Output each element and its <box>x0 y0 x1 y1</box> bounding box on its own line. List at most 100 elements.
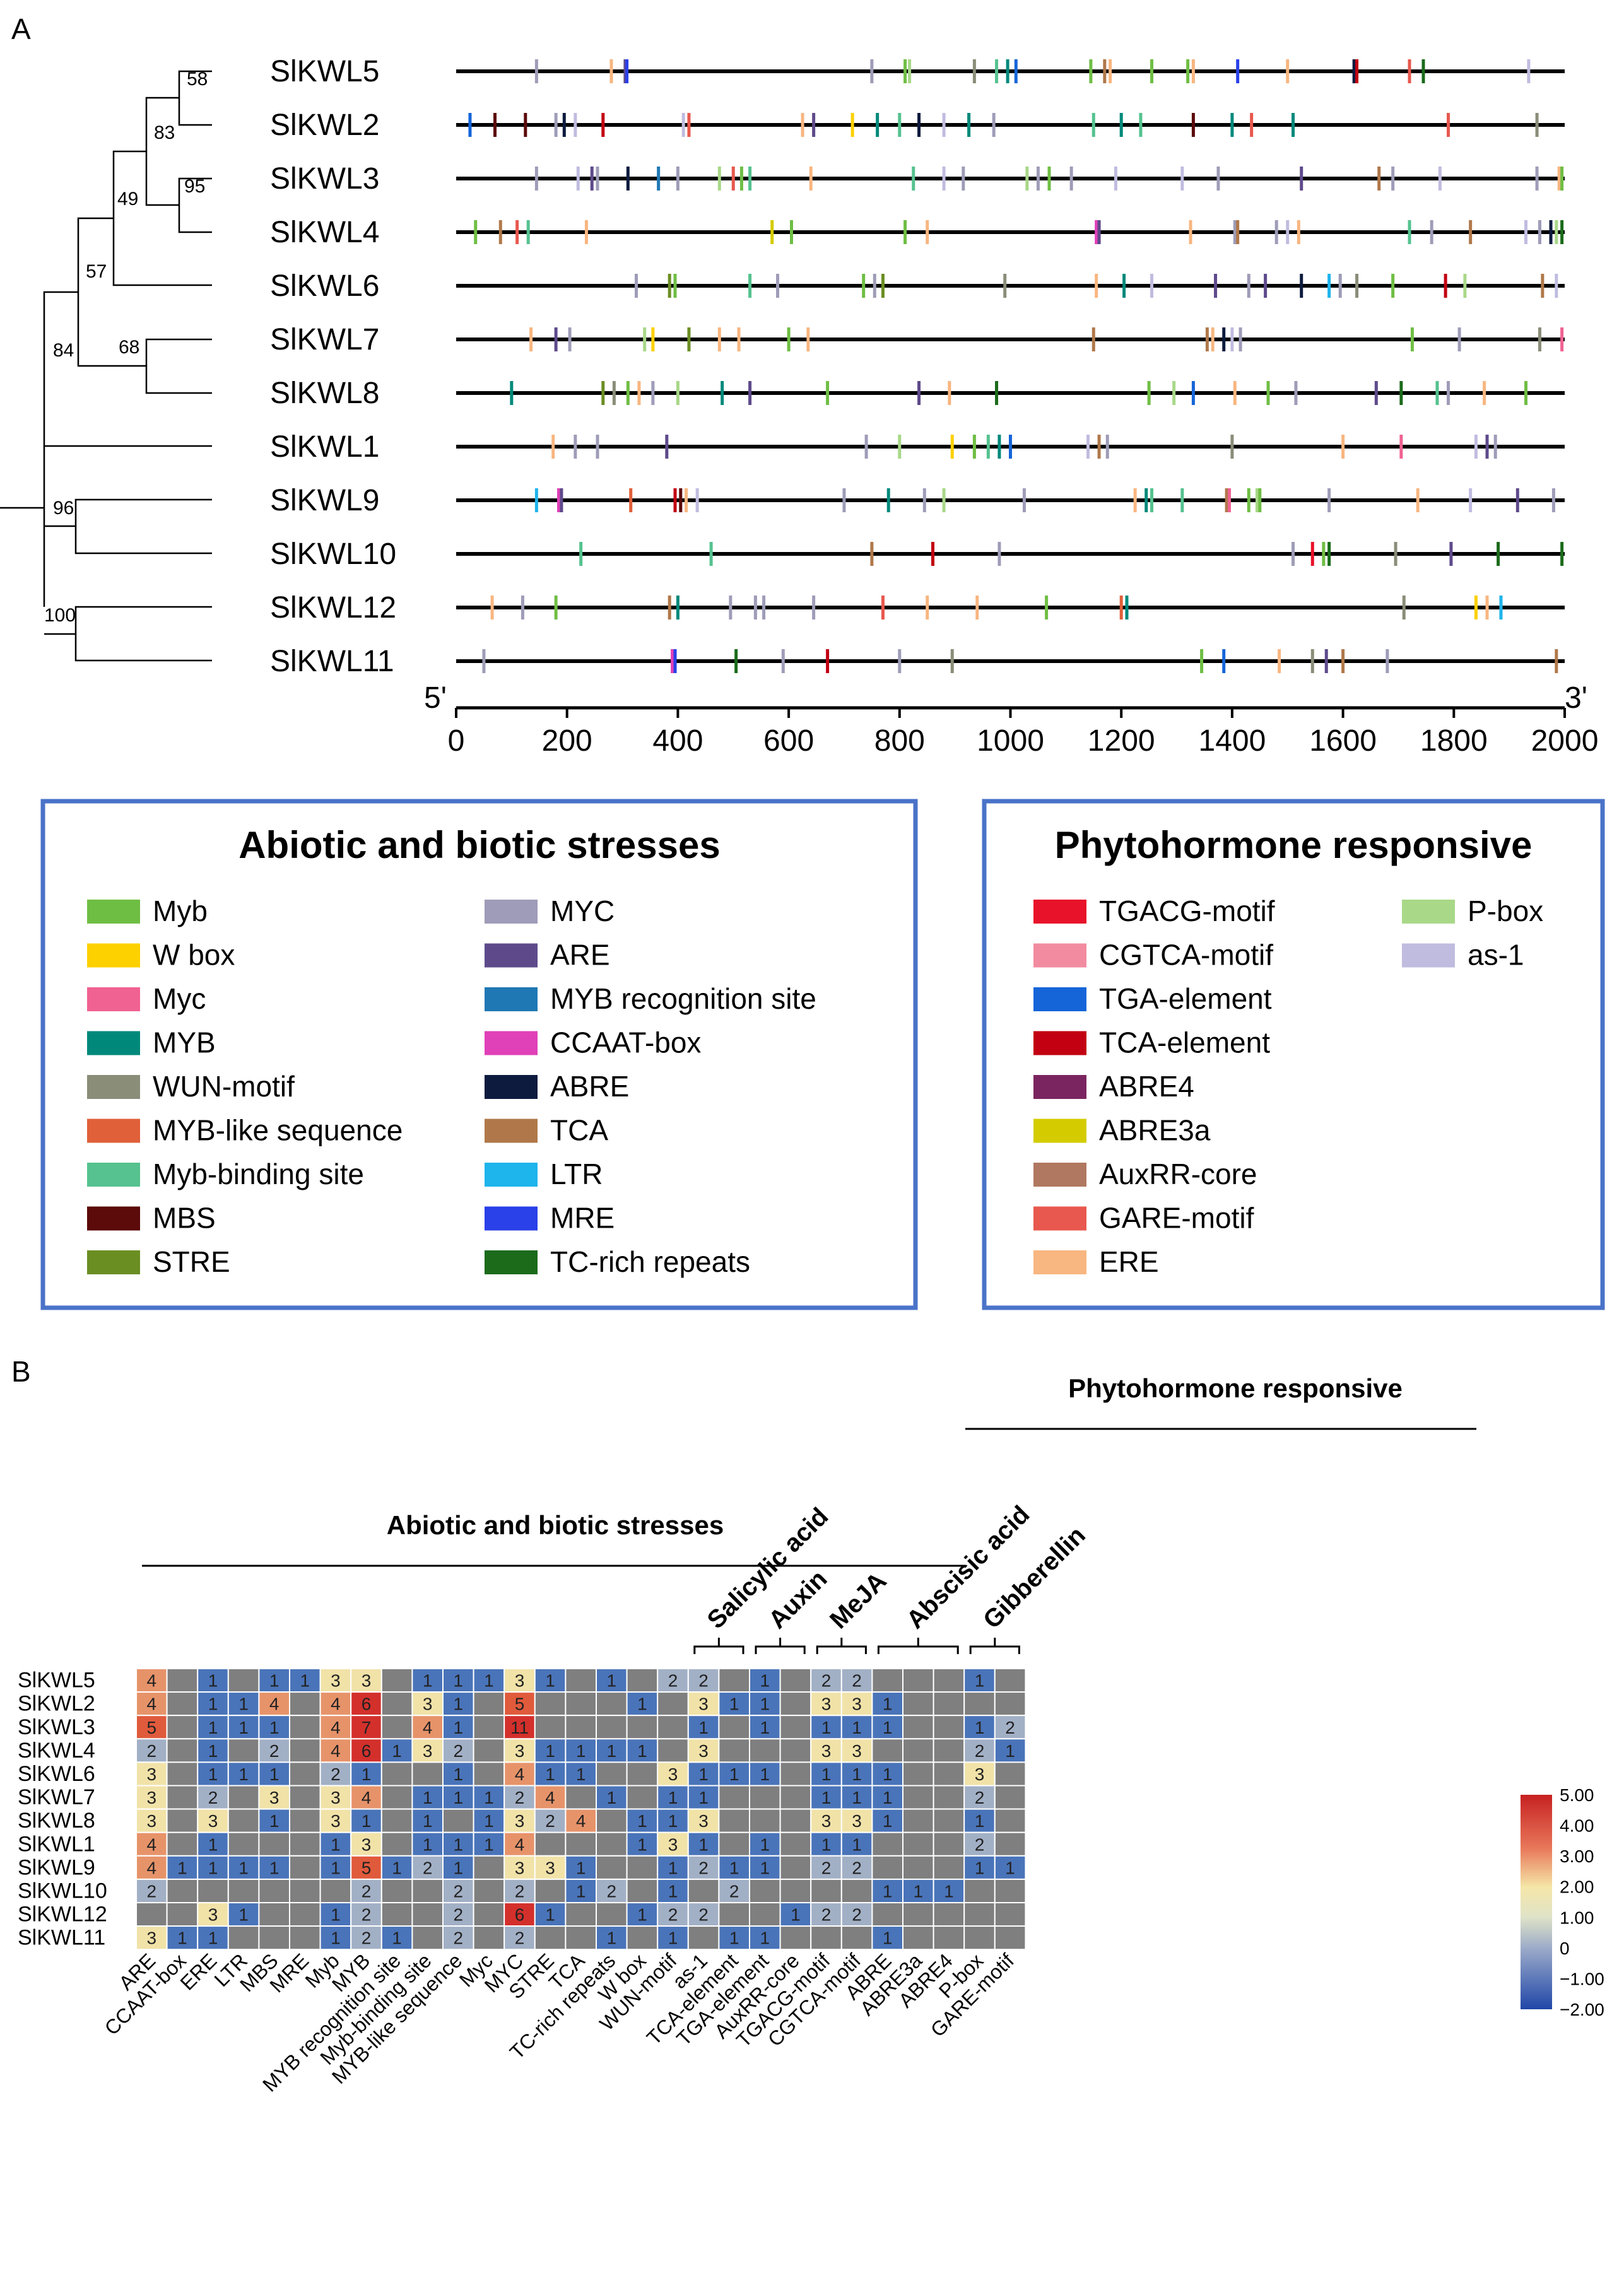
element-mark <box>1438 167 1442 191</box>
element-mark <box>687 113 691 137</box>
heatmap-cell <box>626 1715 659 1740</box>
legend-swatch <box>485 1075 538 1099</box>
element-mark <box>709 542 713 566</box>
heatmap-cell <box>933 1715 965 1740</box>
heatmap-cell <box>933 1902 965 1927</box>
color-scale-label: 4.00 <box>1560 1816 1594 1836</box>
heatmap-cell-value: 1 <box>269 1811 279 1831</box>
element-mark <box>922 488 926 512</box>
element-mark <box>1300 167 1303 191</box>
element-mark <box>1483 381 1486 405</box>
heatmap-cell <box>963 1761 996 1787</box>
heatmap-cell <box>902 1855 934 1880</box>
heatmap-cell <box>227 1668 260 1693</box>
element-mark <box>972 435 976 459</box>
heatmap-cell <box>289 1925 321 1951</box>
heatmap-cell <box>687 1808 720 1833</box>
heatmap-cell-value: 1 <box>208 1741 218 1761</box>
heatmap-cell-value: 1 <box>607 1741 617 1761</box>
heatmap-cell-value: 2 <box>852 1905 862 1925</box>
heatmap-cell <box>902 1785 934 1810</box>
element-mark <box>881 596 885 619</box>
element-mark <box>748 274 752 298</box>
element-mark <box>1555 649 1558 673</box>
heatmap-cell-value: 1 <box>883 1764 893 1784</box>
element-mark <box>1560 220 1564 244</box>
heatmap-cell-value: 1 <box>668 1858 678 1877</box>
heatmap-cell <box>718 1715 751 1740</box>
element-mark <box>903 59 907 83</box>
element-mark <box>584 220 588 244</box>
element-mark <box>812 113 816 137</box>
heatmap-cell <box>963 1902 996 1927</box>
legend-label: as-1 <box>1468 939 1524 972</box>
element-mark <box>717 327 721 351</box>
heatmap-cell <box>596 1808 628 1833</box>
element-mark <box>1416 488 1420 512</box>
heatmap-cell <box>565 1902 597 1927</box>
heatmap-cell-value: 1 <box>729 1694 739 1714</box>
heatmap-cell <box>933 1668 965 1693</box>
legend-label: STRE <box>153 1245 230 1278</box>
heatmap-cell-value: 1 <box>729 1929 739 1948</box>
element-mark <box>1200 649 1204 673</box>
element-mark <box>748 167 752 191</box>
heatmap-cell-value: 2 <box>821 1858 832 1877</box>
legend-swatch <box>87 1031 140 1055</box>
legend-label: TGA-element <box>1099 982 1272 1015</box>
element-mark <box>908 59 912 83</box>
heatmap-cell <box>534 1831 567 1857</box>
element-mark <box>1410 327 1414 351</box>
legend-swatch <box>87 900 140 924</box>
element-mark <box>1294 381 1298 405</box>
bootstrap-value: 95 <box>184 176 205 197</box>
element-mark <box>1119 113 1123 137</box>
heatmap-cell-value: 1 <box>238 1718 249 1737</box>
heatmap-cell <box>749 1808 781 1833</box>
element-mark <box>862 274 866 298</box>
element-mark <box>1086 435 1090 459</box>
heatmap-cell <box>687 1785 720 1810</box>
legend-swatch <box>1033 1031 1086 1055</box>
element-mark <box>1109 59 1112 83</box>
heatmap-cell <box>871 1761 904 1787</box>
legend-swatch <box>87 1206 140 1231</box>
legend-label: MYC <box>550 895 615 927</box>
element-mark <box>898 435 902 459</box>
element-mark <box>1264 274 1268 298</box>
heatmap-cell <box>473 1738 505 1763</box>
heatmap-cell-value: 1 <box>576 1764 586 1784</box>
element-mark <box>676 167 680 191</box>
heatmap-cell <box>749 1761 781 1787</box>
heatmap-cell <box>411 1715 444 1740</box>
heatmap-cell-value: 2 <box>362 1929 372 1948</box>
heatmap-cell <box>289 1715 321 1740</box>
heatmap-cell-value: 1 <box>423 1811 433 1831</box>
heatmap-cell-value: 1 <box>607 1671 617 1691</box>
color-scale-label: −2.00 <box>1560 2000 1604 2019</box>
heatmap-cell-value: 2 <box>454 1905 464 1925</box>
heatmap-cell <box>810 1715 842 1740</box>
element-mark <box>1469 220 1473 244</box>
heatmap-cell-value: 1 <box>362 1811 372 1831</box>
heatmap-cell-value: 3 <box>269 1788 279 1807</box>
element-mark <box>568 327 572 351</box>
abiotic-group-label: Abiotic and biotic stresses <box>387 1510 724 1540</box>
heatmap-cell <box>840 1738 873 1763</box>
stress-legend-title: Abiotic and biotic stresses <box>238 824 721 866</box>
element-mark <box>997 435 1001 459</box>
element-mark <box>986 435 990 459</box>
element-mark <box>1247 488 1250 512</box>
heatmap-cell-value: 2 <box>454 1881 464 1901</box>
axis-tick-label: 400 <box>652 724 703 758</box>
bootstrap-value: 57 <box>86 261 107 282</box>
heatmap-cell-value: 4 <box>515 1764 525 1784</box>
heatmap-cell-value: 1 <box>331 1905 341 1925</box>
heatmap-cell-value: 1 <box>883 1694 893 1714</box>
legend-label: TCA-element <box>1099 1026 1270 1059</box>
legend-swatch <box>87 1250 140 1274</box>
element-mark <box>635 274 638 298</box>
heatmap-cell-value: 2 <box>515 1788 525 1807</box>
heatmap-cell-value: 1 <box>576 1858 586 1877</box>
